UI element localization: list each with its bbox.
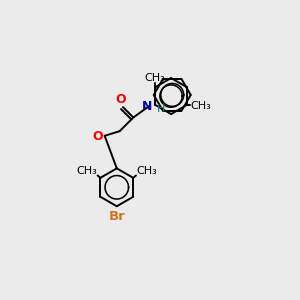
Text: CH₃: CH₃ [144,73,165,83]
Text: H: H [157,104,166,114]
Text: CH₃: CH₃ [137,166,158,176]
Text: CH₃: CH₃ [76,166,97,176]
Text: Br: Br [108,210,125,223]
Text: CH₃: CH₃ [190,101,211,111]
Text: N: N [142,100,153,113]
Text: O: O [116,93,126,106]
Text: O: O [92,130,103,143]
